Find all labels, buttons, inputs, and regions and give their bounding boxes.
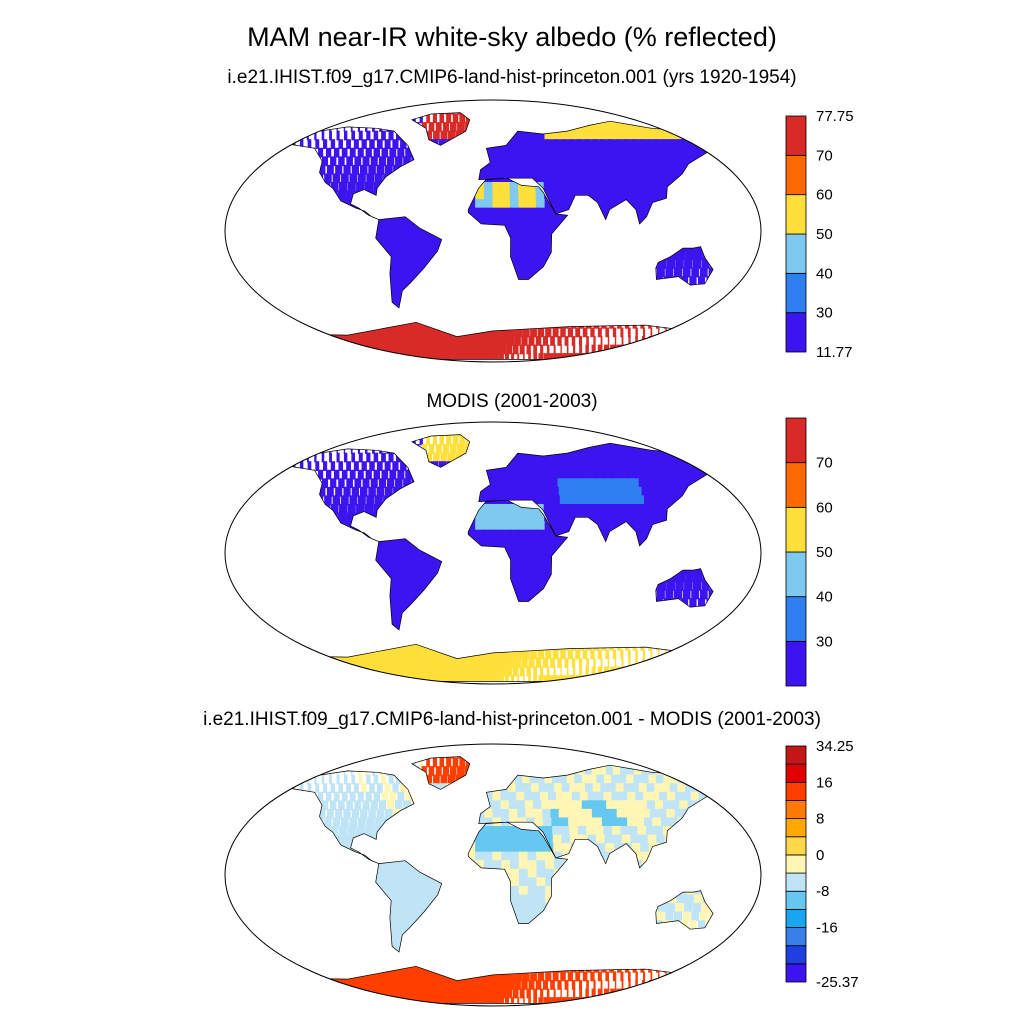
colorbar-swatch	[785, 818, 807, 838]
panel-1-title: i.e21.IHIST.f09_g17.CMIP6-land-hist-prin…	[0, 66, 1024, 90]
colorbar-label: 11.77	[816, 344, 852, 361]
colorbar-swatch	[785, 890, 807, 910]
colorbar-swatch	[785, 154, 807, 196]
colorbar-label: 70	[816, 455, 833, 472]
colorbar-panel-2: 30 40 50 60 70	[785, 417, 833, 687]
figure-title: MAM near-IR white-sky albedo (% reflecte…	[0, 20, 1024, 54]
colorbar-swatch	[785, 963, 807, 983]
colorbar-swatch	[785, 272, 807, 314]
colorbar-swatch	[785, 462, 807, 508]
colorbar-label: 34.25	[816, 738, 854, 755]
colorbar-label: 30	[816, 305, 833, 322]
map-panel-2	[224, 421, 762, 685]
colorbar-label: -8	[816, 883, 829, 900]
colorbar-label: -16	[816, 920, 838, 937]
colorbar-label: 60	[816, 499, 833, 516]
colorbar-swatch	[785, 800, 807, 820]
colorbar-swatch	[785, 115, 807, 156]
colorbar-label: 8	[816, 811, 824, 828]
colorbar-label: 16	[816, 774, 833, 791]
colorbar-swatch	[785, 640, 807, 687]
colorbar-swatch	[785, 908, 807, 928]
colorbar-swatch	[785, 836, 807, 856]
colorbar-swatch	[785, 854, 807, 874]
colorbar-swatch	[785, 927, 807, 947]
colorbar-swatch	[785, 872, 807, 892]
colorbar-label: 50	[816, 226, 833, 243]
colorbar-swatch	[785, 194, 807, 235]
colorbar-label: 0	[816, 847, 824, 864]
colorbar-label: 30	[816, 633, 833, 650]
map-frame	[224, 743, 762, 1007]
colorbar-swatch	[785, 745, 807, 765]
colorbar-swatch	[785, 312, 807, 353]
colorbar-label: 70	[816, 147, 833, 164]
colorbar-label: 50	[816, 544, 833, 561]
colorbar-label: 40	[816, 589, 833, 606]
colorbar-swatch	[785, 763, 807, 783]
colorbar-label: -25.37	[816, 974, 859, 991]
colorbar-swatch	[785, 596, 807, 642]
colorbar-swatch	[785, 781, 807, 801]
map-panel-3	[224, 743, 762, 1007]
colorbar-label: 77.75	[816, 108, 854, 125]
colorbar-swatch	[785, 506, 807, 553]
map-frame	[224, 99, 762, 363]
map-frame	[224, 421, 762, 685]
colorbar-swatch	[785, 233, 807, 274]
colorbar-label: 60	[816, 187, 833, 204]
colorbar-label: 40	[816, 265, 833, 282]
colorbar-panel-1: 11.77 30 40 50 60 70 77.75	[785, 108, 854, 361]
panel-3-title: i.e21.IHIST.f09_g17.CMIP6-land-hist-prin…	[0, 708, 1024, 732]
map-panel-1	[224, 99, 762, 363]
panel-2-title: MODIS (2001-2003)	[0, 390, 1024, 414]
colorbar-swatch	[785, 945, 807, 965]
colorbar-panel-3: -25.37 -16 -8 0 8 16 34.25	[785, 738, 859, 991]
colorbar-swatch	[785, 551, 807, 598]
colorbar-swatch	[785, 417, 807, 464]
